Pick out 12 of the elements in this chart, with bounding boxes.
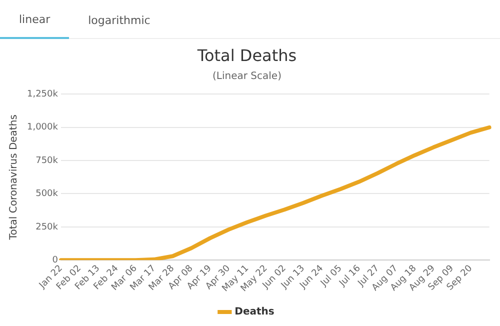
y-tick-label: 1,000k xyxy=(26,122,59,133)
y-tick-label: 500k xyxy=(36,189,59,200)
chart-subtitle: (Linear Scale) xyxy=(212,70,282,82)
text: logarithmic xyxy=(87,14,152,29)
legend-label: Deaths xyxy=(234,306,274,318)
y-tick-label: 250k xyxy=(36,222,59,232)
y-tick-label: 0 xyxy=(52,255,58,266)
chart-title: Total Deaths xyxy=(196,46,297,65)
y-tick-label: 1,250k xyxy=(26,90,59,100)
y-tick-label: 750k xyxy=(36,156,59,166)
text: linear xyxy=(0,13,70,39)
y-axis-title: Total Coronavirus Deaths xyxy=(8,114,20,241)
